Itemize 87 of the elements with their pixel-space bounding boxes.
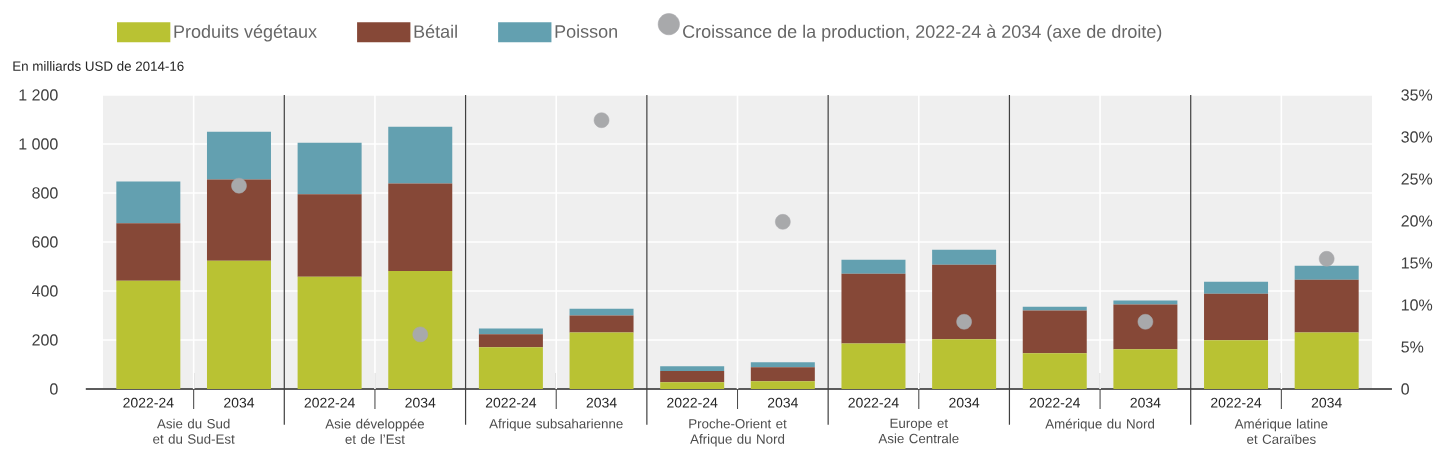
text: Europe et Asie Centrale: [878, 418, 959, 444]
x-tick-label: 2022-24: [667, 397, 718, 408]
text: Proche-Orient et Afrique du Nord: [689, 418, 787, 447]
x-tick-label: 2022-24: [304, 397, 355, 408]
point: [775, 214, 791, 230]
bar: [116, 223, 181, 281]
bar: [206, 131, 271, 180]
y-tick-label: 400: [31, 285, 58, 297]
bar: [206, 179, 271, 261]
point: [956, 314, 972, 330]
bar: [1294, 279, 1359, 333]
text: Amérique du Nord: [1045, 418, 1155, 432]
x-tick-label: 2034: [405, 397, 436, 408]
bar: [297, 276, 362, 389]
bar: [750, 381, 815, 389]
y-tick-label: 800: [32, 187, 58, 199]
x-tick-label: 2034: [1130, 397, 1161, 408]
bar: [841, 259, 906, 274]
bar: [660, 366, 725, 372]
bar: [478, 347, 543, 389]
bar: [478, 328, 543, 335]
bar: [1113, 349, 1178, 389]
x-tick-label: 2034: [767, 397, 798, 408]
bar: [1204, 281, 1269, 294]
bar: [841, 343, 906, 389]
x-tick-label: 2022-24: [1029, 397, 1081, 408]
bar: [1294, 332, 1359, 389]
bar: [932, 339, 997, 389]
bar: [569, 332, 634, 389]
legend-label: Poisson: [555, 24, 617, 38]
bar: [1294, 265, 1359, 280]
y2-tick-label: 10%: [1401, 299, 1433, 311]
y2-tick-label: 5%: [1401, 341, 1424, 353]
bar: [1204, 340, 1269, 389]
bar: [932, 264, 997, 340]
legend-label: Croissance de la production, 2022-24 à 2034 (axe de droite): [683, 24, 1162, 42]
bar: [297, 142, 362, 195]
bar: [388, 183, 453, 271]
x-tick-label: 2034: [949, 397, 980, 408]
y-tick-label: 1 000: [19, 138, 58, 150]
text: Afrique subsaharienne: [489, 418, 623, 432]
bar: [750, 367, 815, 382]
text: Amérique latine et Caraïbes: [1234, 418, 1328, 444]
y-tick-label: 200: [32, 334, 58, 346]
y-tick-label: 0: [50, 383, 58, 395]
x-tick-label: 2022-24: [123, 397, 174, 408]
bar: [660, 382, 725, 389]
bar: [1022, 310, 1087, 354]
x-tick-label: 2022-24: [485, 397, 537, 408]
y2-tick-label: 20%: [1401, 215, 1433, 227]
bar: [1022, 306, 1087, 311]
legend-label: Bétail: [414, 24, 457, 38]
legend-label: Produits végétaux: [174, 24, 317, 42]
x-tick-label: 2034: [1311, 397, 1342, 408]
point: [1318, 251, 1335, 267]
y2-tick-label: 0: [1401, 383, 1409, 395]
y2-tick-label: 25%: [1401, 173, 1433, 185]
bar: [478, 334, 543, 348]
bar: [569, 315, 634, 333]
bar: [116, 181, 181, 224]
bar: [660, 371, 725, 383]
y-tick-label: 600: [32, 236, 58, 248]
bar: [1022, 353, 1087, 389]
bar: [388, 126, 453, 184]
y2-tick-label: 15%: [1401, 257, 1433, 269]
bar: [750, 362, 815, 368]
y-tick-label: 1 200: [19, 89, 58, 101]
bar: [116, 280, 181, 389]
bar: [297, 194, 362, 277]
bar: [932, 249, 997, 265]
bar: [206, 260, 271, 389]
text: Asie développée et de l’Est: [325, 418, 424, 444]
x-tick-label: 2034: [586, 397, 617, 408]
bar: [841, 273, 906, 344]
point: [593, 112, 610, 128]
bar: [1204, 293, 1269, 341]
x-tick-label: 2022-24: [1211, 397, 1262, 408]
y2-tick-label: 35%: [1401, 89, 1433, 101]
bar: [1113, 304, 1178, 350]
x-tick-label: 2022-24: [848, 397, 899, 408]
x-tick-label: 2034: [224, 397, 255, 408]
y2-tick-label: 30%: [1401, 131, 1433, 143]
point: [412, 326, 428, 343]
y-axis-title: En milliards USD de 2014-16: [13, 61, 184, 71]
text: Asie du Sud et du Sud-Est: [153, 418, 235, 444]
bar: [388, 270, 453, 389]
point: [231, 177, 247, 194]
